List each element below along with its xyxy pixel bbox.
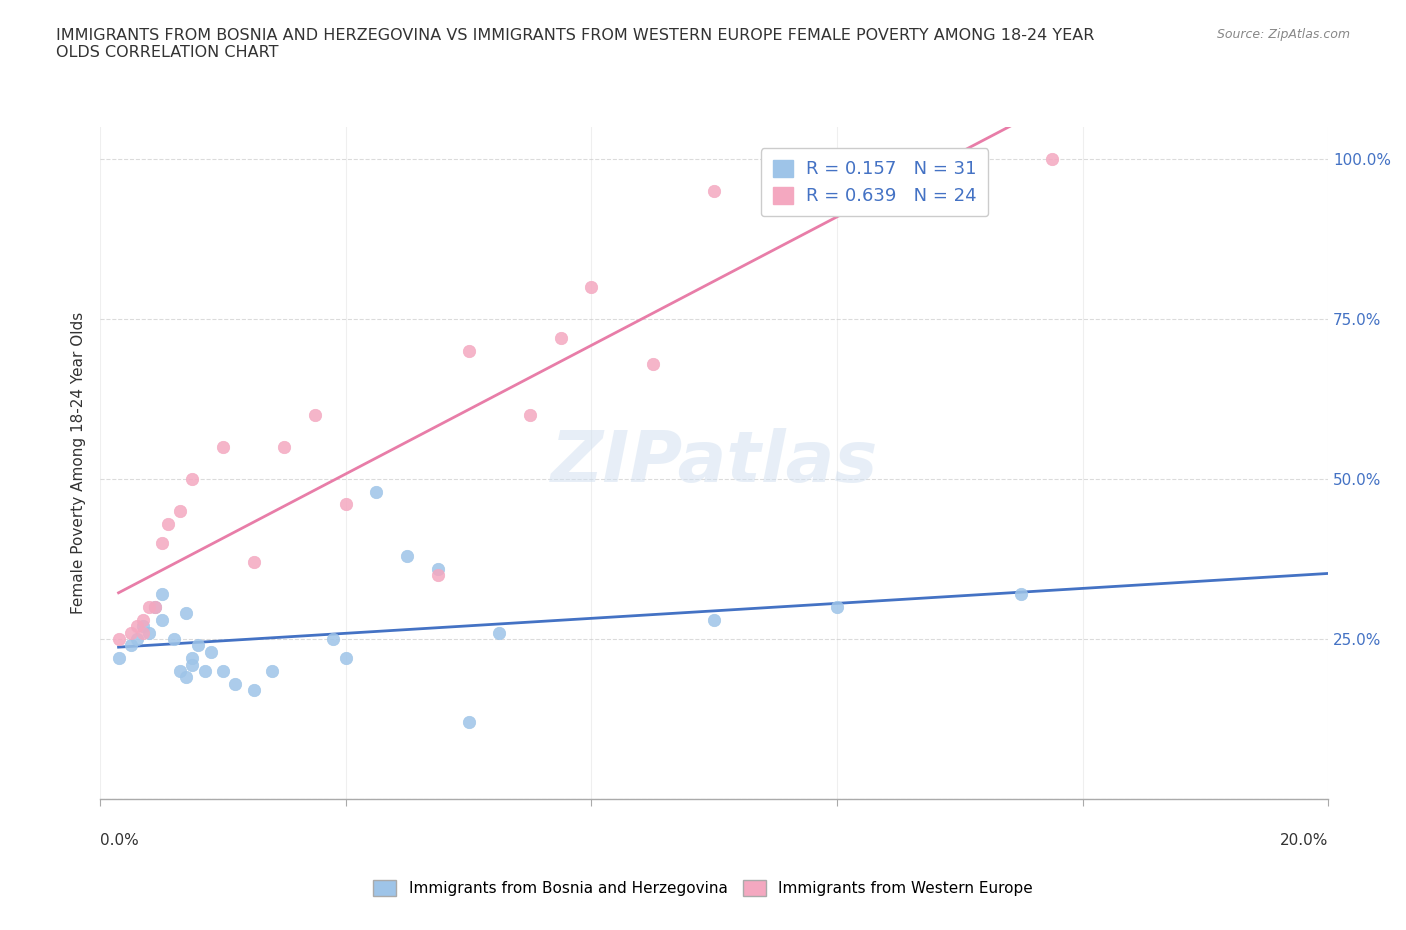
Point — [132, 612, 155, 627]
Text: 20.0%: 20.0% — [1279, 832, 1329, 848]
Point — [125, 631, 148, 646]
Point — [260, 664, 283, 679]
Point — [703, 183, 725, 198]
Text: ZIPatlas: ZIPatlas — [550, 429, 877, 498]
Text: 0.0%: 0.0% — [100, 832, 139, 848]
Point — [138, 625, 160, 640]
Point — [150, 612, 173, 627]
Point — [304, 407, 326, 422]
Point — [212, 664, 235, 679]
Legend: R = 0.157   N = 31, R = 0.639   N = 24: R = 0.157 N = 31, R = 0.639 N = 24 — [761, 149, 988, 217]
Point — [488, 625, 510, 640]
Point — [396, 549, 419, 564]
Point — [120, 625, 142, 640]
Point — [150, 587, 173, 602]
Point — [550, 330, 572, 345]
Point — [120, 638, 142, 653]
Point — [169, 664, 191, 679]
Point — [107, 631, 129, 646]
Point — [145, 600, 167, 615]
Point — [174, 670, 197, 684]
Point — [181, 651, 204, 666]
Point — [703, 612, 725, 627]
Point — [1040, 152, 1063, 166]
Point — [426, 567, 449, 582]
Point — [1010, 587, 1032, 602]
Point — [181, 658, 204, 672]
Point — [193, 664, 215, 679]
Point — [457, 715, 479, 730]
Point — [335, 497, 357, 512]
Point — [273, 439, 295, 454]
Legend: Immigrants from Bosnia and Herzegovina, Immigrants from Western Europe: Immigrants from Bosnia and Herzegovina, … — [366, 872, 1040, 904]
Point — [150, 536, 173, 551]
Point — [242, 554, 264, 569]
Point — [426, 561, 449, 576]
Point — [163, 631, 186, 646]
Text: IMMIGRANTS FROM BOSNIA AND HERZEGOVINA VS IMMIGRANTS FROM WESTERN EUROPE FEMALE : IMMIGRANTS FROM BOSNIA AND HERZEGOVINA V… — [56, 28, 1095, 60]
Point — [125, 618, 148, 633]
Point — [107, 651, 129, 666]
Point — [457, 343, 479, 358]
Point — [174, 606, 197, 621]
Point — [825, 600, 848, 615]
Point — [169, 503, 191, 518]
Point — [132, 618, 155, 633]
Point — [145, 600, 167, 615]
Point — [335, 651, 357, 666]
Point — [187, 638, 209, 653]
Point — [519, 407, 541, 422]
Point — [242, 683, 264, 698]
Point — [200, 644, 222, 659]
Point — [641, 356, 664, 371]
Point — [581, 279, 603, 294]
Point — [156, 516, 179, 531]
Point — [181, 472, 204, 486]
Point — [366, 485, 388, 499]
Point — [322, 631, 344, 646]
Point — [132, 625, 155, 640]
Y-axis label: Female Poverty Among 18-24 Year Olds: Female Poverty Among 18-24 Year Olds — [72, 312, 86, 614]
Point — [138, 600, 160, 615]
Point — [212, 439, 235, 454]
Text: Source: ZipAtlas.com: Source: ZipAtlas.com — [1216, 28, 1350, 41]
Point — [224, 676, 246, 691]
